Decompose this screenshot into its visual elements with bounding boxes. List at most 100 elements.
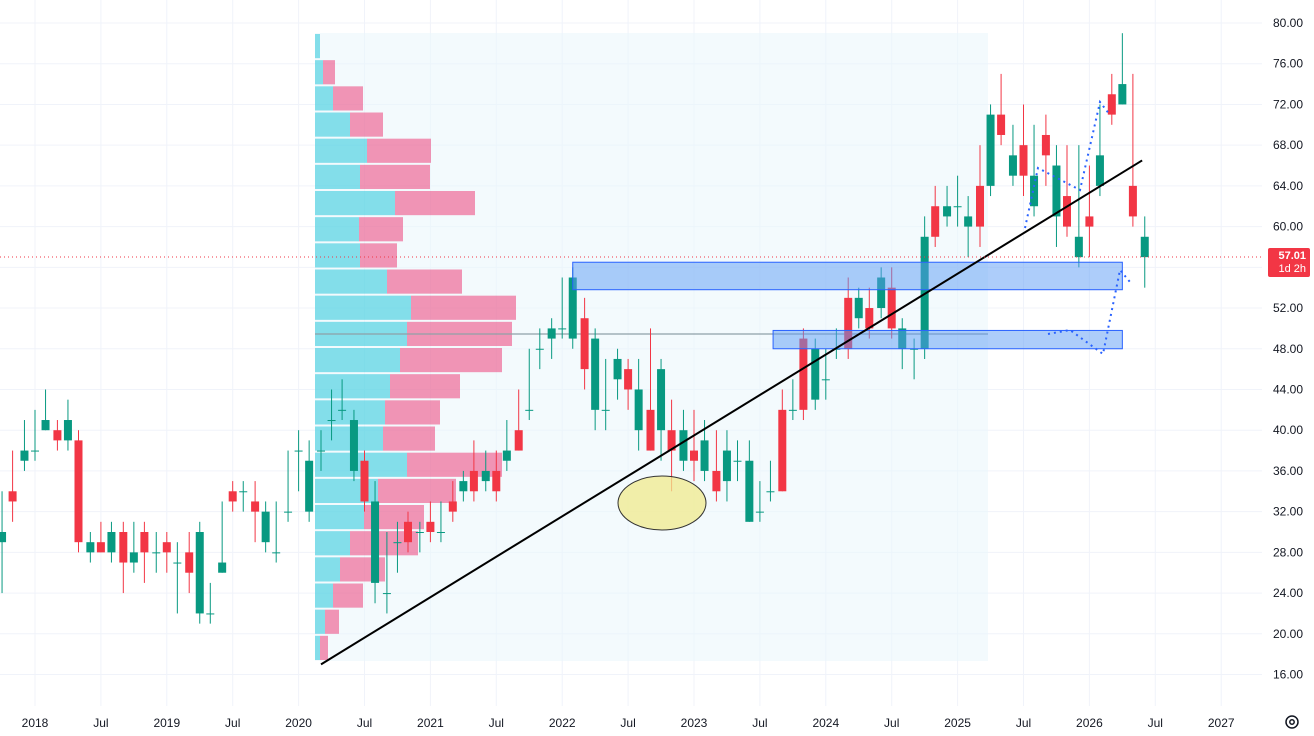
candle-body [514, 430, 523, 451]
candle-body [173, 562, 182, 564]
x-tick-label: 2020 [285, 716, 312, 730]
candle-body [601, 409, 610, 411]
highlight-ellipse[interactable] [617, 475, 707, 531]
x-tick-label: Jul [1016, 716, 1031, 730]
candle-body [31, 450, 39, 452]
candle-body [382, 593, 391, 595]
candle-body [1095, 155, 1104, 186]
candle-body [535, 348, 544, 350]
x-axis[interactable]: 2018 Jul 2019 Jul 2020 Jul 2021 Jul 2022 Jul 2023 J… [22, 716, 1235, 730]
candle-body [953, 206, 962, 208]
candle-body [162, 542, 171, 553]
profile-bar-up [315, 86, 333, 111]
projection-paths[interactable] [1024, 99, 1131, 356]
profile-bar-up [315, 269, 387, 294]
candle-body [436, 532, 445, 533]
profile-bar-down [395, 191, 475, 216]
candle-body [910, 348, 919, 350]
y-tick-label: 20.00 [1273, 627, 1303, 641]
profile-bar-up [315, 243, 360, 268]
candle-body [613, 358, 622, 380]
x-tick-label: 2021 [417, 716, 444, 730]
projection-upper[interactable] [1024, 99, 1111, 229]
support-zone[interactable] [572, 261, 1123, 291]
profile-bar-down [350, 112, 383, 137]
candle-body [140, 532, 149, 553]
candle-body [997, 114, 1006, 135]
y-tick-label: 44.00 [1273, 382, 1303, 396]
candle-body [1118, 84, 1127, 105]
profile-bar-up [315, 557, 340, 582]
candle-body [119, 532, 128, 563]
x-tick-label: Jul [752, 716, 767, 730]
y-tick-label: 40.00 [1273, 423, 1303, 437]
candle-body [745, 460, 754, 522]
candle-body [294, 450, 303, 452]
candle-body [1019, 145, 1028, 176]
zones[interactable] [572, 261, 1123, 350]
current-price-tag: 57.01 1d 2h [1268, 248, 1310, 277]
profile-bar-down [360, 164, 430, 189]
candle-body [8, 491, 17, 502]
candle-body [733, 460, 742, 462]
candle-body [525, 409, 534, 411]
bar-countdown: 1d 2h [1278, 263, 1306, 275]
candle-body [964, 216, 973, 227]
candle-body [887, 287, 896, 329]
y-axis[interactable]: 80.0076.0072.0068.0064.0060.0056.0052.00… [1273, 16, 1303, 682]
candle-body [206, 613, 215, 615]
profile-bar-up [315, 609, 325, 634]
candle-body [469, 470, 478, 492]
candle-body [0, 532, 7, 543]
candle-body [492, 470, 501, 492]
profile-bar-down [323, 60, 335, 85]
x-tick-label: 2024 [812, 716, 839, 730]
support-zone[interactable] [772, 329, 1123, 350]
candle-body [502, 450, 511, 461]
candle-body [976, 185, 985, 227]
y-tick-label: 16.00 [1273, 668, 1303, 682]
candle-body [448, 501, 457, 512]
candle-body [1128, 185, 1137, 217]
candle-body [1052, 165, 1061, 217]
candle-body [403, 521, 412, 543]
profile-bar-down [400, 348, 502, 373]
x-tick-label: 2026 [1076, 716, 1103, 730]
x-tick-label: Jul [620, 716, 635, 730]
candle-body [580, 318, 589, 370]
trendline-segment[interactable] [320, 159, 1143, 666]
candle-body [877, 277, 886, 309]
candle-body [986, 114, 995, 186]
profile-bar-down [333, 86, 363, 111]
profile-bar-up [315, 505, 364, 530]
candle-body [251, 501, 260, 512]
gear-icon[interactable] [1284, 714, 1300, 730]
x-tick-label: 2022 [549, 716, 576, 730]
profile-bar-down [383, 426, 435, 451]
y-tick-label: 60.00 [1273, 220, 1303, 234]
trendline[interactable] [320, 159, 1143, 666]
y-tick-label: 48.00 [1273, 342, 1303, 356]
profile-bar-up [315, 348, 400, 373]
profile-bar-up [315, 217, 359, 242]
candle-body [20, 450, 29, 461]
candle-body [690, 450, 698, 461]
profile-bar-up [315, 34, 320, 59]
candle-body [272, 552, 281, 554]
candle-body [568, 277, 577, 339]
y-tick-label: 28.00 [1273, 545, 1303, 559]
candle-body [679, 430, 688, 461]
y-tick-label: 72.00 [1273, 97, 1303, 111]
profile-bar-down [385, 400, 440, 425]
profile-bar-down [387, 269, 462, 294]
candle-body [261, 511, 270, 543]
y-tick-label: 68.00 [1273, 138, 1303, 152]
y-tick-label: 32.00 [1273, 505, 1303, 519]
candle-body [86, 542, 95, 553]
profile-bar-down [378, 478, 456, 503]
candle-body [591, 338, 600, 410]
profile-bar-up [315, 583, 333, 608]
profile-bar-up [315, 164, 360, 189]
candle-body [1008, 155, 1017, 176]
